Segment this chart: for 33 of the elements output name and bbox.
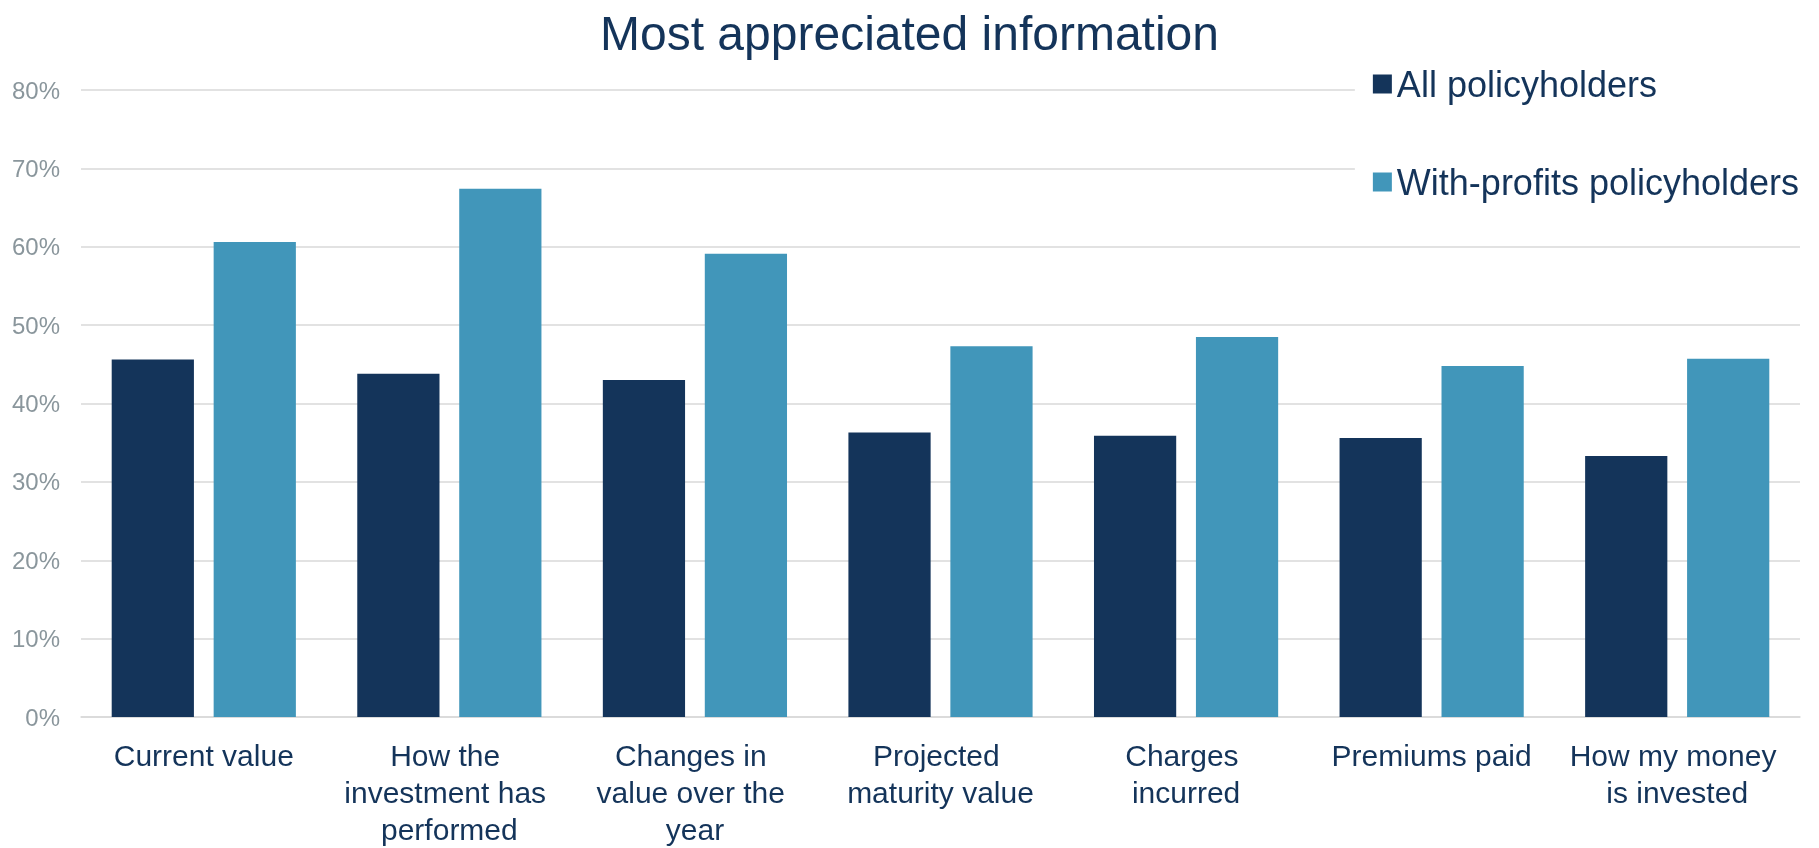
bar: [1441, 365, 1524, 717]
y-tick-label: 30%: [11, 468, 60, 496]
legend-label: All policyholders: [1396, 63, 1657, 105]
x-tick-label: How my money is invested: [1569, 739, 1785, 809]
x-tick-label: How the investment has performed: [344, 739, 555, 846]
bar: [111, 359, 194, 717]
x-tick-label: Charges incurred: [1125, 739, 1247, 809]
bar: [1339, 437, 1422, 717]
x-tick-label: Premiums paid: [1331, 739, 1532, 772]
y-tick-label: 50%: [11, 311, 60, 339]
bar: [1687, 358, 1770, 717]
bar: [357, 373, 440, 717]
x-tick-label: Current value: [113, 739, 294, 772]
bar: [1093, 435, 1177, 717]
x-tick-label: Projected maturity value: [847, 739, 1034, 809]
legend-label: With-profits policyholders: [1396, 161, 1800, 203]
y-tick-label: 20%: [11, 546, 60, 574]
y-tick-label: 40%: [11, 390, 60, 417]
chart-title: Most appreciated information: [600, 6, 1219, 60]
x-tick-label: Changes in value over the year: [596, 739, 794, 846]
y-tick-label: 70%: [11, 154, 60, 182]
bar: [848, 432, 931, 717]
bar: [213, 242, 296, 717]
y-tick-label: 10%: [11, 625, 60, 653]
y-tick-label: 60%: [11, 233, 60, 261]
bar: [704, 253, 788, 717]
y-tick-label: 0%: [25, 703, 60, 731]
y-tick-label: 80%: [11, 76, 60, 104]
bar: [602, 379, 686, 717]
bar: [950, 346, 1033, 717]
bar: [1585, 456, 1668, 717]
bar: [459, 188, 542, 717]
bar: [1195, 336, 1279, 717]
